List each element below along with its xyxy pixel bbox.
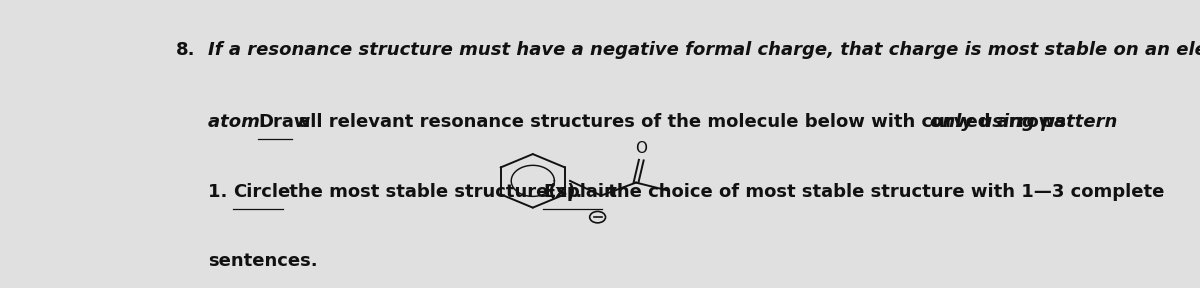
Text: all relevant resonance structures of the molecule below with curved arrows: all relevant resonance structures of the… bbox=[292, 113, 1072, 131]
Text: O: O bbox=[635, 141, 647, 156]
Text: 1.: 1. bbox=[208, 183, 233, 201]
Text: the choice of most stable structure with 1—3 complete: the choice of most stable structure with… bbox=[602, 183, 1165, 201]
Text: Explain: Explain bbox=[544, 183, 617, 201]
Text: If a resonance structure must have a negative formal charge, that charge is most: If a resonance structure must have a neg… bbox=[208, 41, 1200, 59]
Text: atom.: atom. bbox=[208, 113, 272, 131]
Text: sentences.: sentences. bbox=[208, 252, 317, 270]
Text: Circle: Circle bbox=[233, 183, 290, 201]
Text: 8.: 8. bbox=[176, 41, 196, 59]
Text: the most stable structure(s).: the most stable structure(s). bbox=[283, 183, 589, 201]
Text: only using pattern: only using pattern bbox=[930, 113, 1117, 131]
Text: Draw: Draw bbox=[258, 113, 311, 131]
